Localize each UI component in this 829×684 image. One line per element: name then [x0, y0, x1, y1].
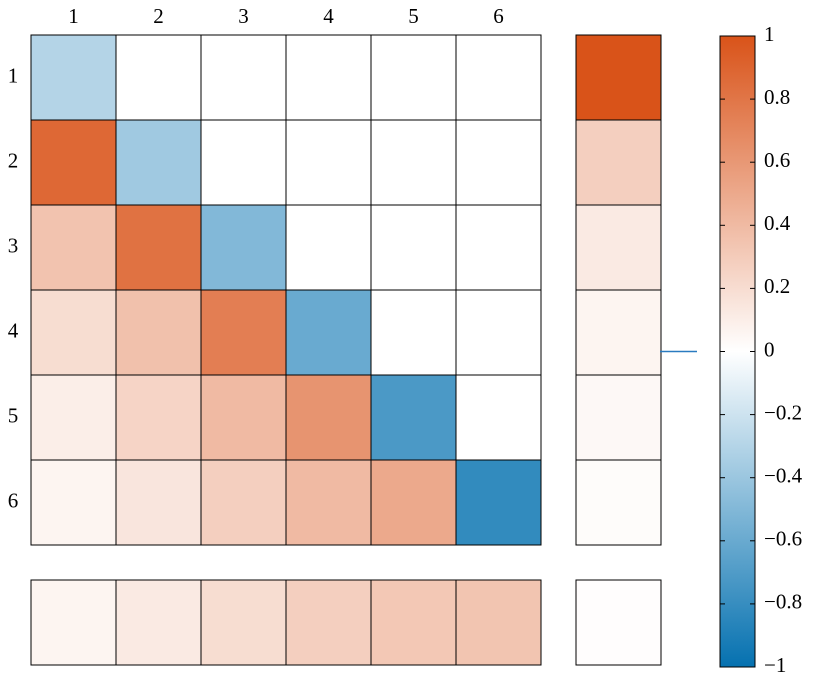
- heatmap-cell: [115, 579, 202, 666]
- heatmap-cell: [30, 204, 117, 291]
- heatmap-cell: [30, 459, 117, 546]
- heatmap-cell: [455, 374, 542, 461]
- heatmap-cell: [115, 459, 202, 546]
- heatmap-cell: [370, 119, 457, 206]
- colorbar-tick-label: −0.2: [764, 400, 802, 424]
- colorbar-tick-label: 0.6: [764, 148, 790, 172]
- colorbar-tick-label: −0.4: [764, 464, 803, 488]
- heatmap-cell: [30, 579, 117, 666]
- heatmap-cell: [575, 34, 662, 121]
- heatmap-cell: [285, 459, 372, 546]
- heatmap-cell: [200, 459, 287, 546]
- colorbar: [719, 35, 756, 668]
- heatmap-cell: [370, 579, 457, 666]
- heatmap-cell: [115, 119, 202, 206]
- heatmap-cell: [115, 289, 202, 376]
- y-tick-label: 6: [8, 488, 19, 512]
- y-tick-label: 5: [8, 403, 19, 427]
- heatmap-cell: [575, 204, 662, 291]
- colorbar-tick-label: −0.6: [764, 527, 802, 551]
- y-tick-label: 3: [8, 233, 19, 257]
- x-tick-label: 3: [238, 4, 249, 28]
- heatmap-cell: [200, 374, 287, 461]
- heatmap-cell: [115, 374, 202, 461]
- heatmap-cell: [575, 289, 662, 376]
- heatmap-cell: [30, 374, 117, 461]
- heatmap-cell: [30, 34, 117, 121]
- y-tick-label: 1: [8, 63, 19, 87]
- heatmap-cell: [575, 119, 662, 206]
- colorbar-tick-label: −1: [764, 653, 786, 677]
- heatmap-cell: [455, 579, 542, 666]
- x-tick-label: 4: [323, 4, 334, 28]
- heatmap-cell: [285, 119, 372, 206]
- colorbar-tick-label: −0.8: [764, 590, 802, 614]
- x-tick-label: 5: [408, 4, 419, 28]
- heatmap-cell: [200, 579, 287, 666]
- heatmap-cell: [200, 289, 287, 376]
- colorbar-tick-label: 1: [764, 22, 775, 46]
- x-tick-label: 6: [493, 4, 504, 28]
- colorbar-tick-label: 0: [764, 337, 775, 361]
- heatmap-cell: [285, 374, 372, 461]
- colorbar-tick-label: 0.8: [764, 85, 790, 109]
- heatmap-cell: [455, 204, 542, 291]
- heatmap-cell: [30, 119, 117, 206]
- heatmap-cell: [115, 34, 202, 121]
- heatmap-cell: [200, 34, 287, 121]
- x-tick-label: 1: [68, 4, 79, 28]
- heatmap-cell: [455, 459, 542, 546]
- y-tick-label: 4: [8, 318, 19, 342]
- heatmap-cell: [370, 374, 457, 461]
- heatmap-cell: [30, 289, 117, 376]
- heatmap-cell: [575, 374, 662, 461]
- heatmap-cell: [285, 34, 372, 121]
- heatmap-cell: [115, 204, 202, 291]
- colorbar-tick-label: 0.4: [764, 211, 791, 235]
- heatmap-cell: [455, 289, 542, 376]
- heatmap-cell: [455, 119, 542, 206]
- heatmap-cell: [285, 579, 372, 666]
- heatmap-cell: [370, 34, 457, 121]
- heatmap-cell: [285, 204, 372, 291]
- colorbar-tick-label: 0.2: [764, 274, 790, 298]
- heatmap-cell: [575, 579, 662, 666]
- heatmap-cell: [200, 204, 287, 291]
- heatmap-cell: [370, 289, 457, 376]
- x-tick-label: 2: [153, 4, 164, 28]
- heatmap-cell: [285, 289, 372, 376]
- heatmap-cell: [575, 459, 662, 546]
- heatmap-cell: [200, 119, 287, 206]
- heatmap-cell: [370, 459, 457, 546]
- y-tick-label: 2: [8, 148, 19, 172]
- heatmap-cell: [455, 34, 542, 121]
- heatmap-cell: [370, 204, 457, 291]
